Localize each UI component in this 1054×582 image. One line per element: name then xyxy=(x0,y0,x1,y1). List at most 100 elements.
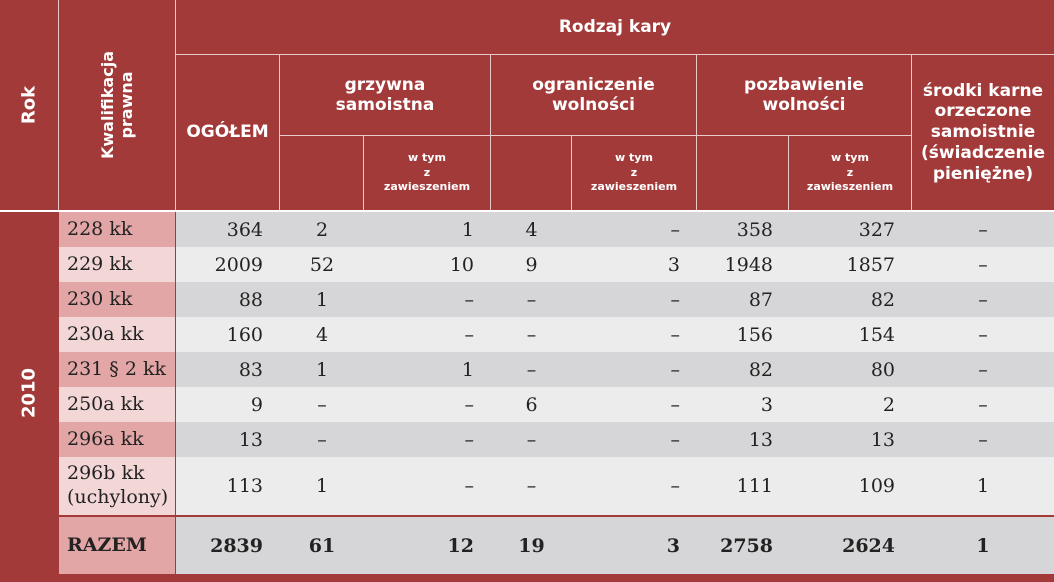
header-grzywna: grzywna samoistna xyxy=(280,55,490,135)
cell-ogr-value: 9 xyxy=(525,253,538,276)
cell-ogolem-value: 2009 xyxy=(214,253,263,276)
cell-poz-z: 1857 xyxy=(789,247,911,282)
wtym-line2: z xyxy=(423,165,431,179)
cell-ogr-z-value: – xyxy=(670,323,681,346)
cell-grz: 2 xyxy=(280,212,364,247)
cell-poz-value: 87 xyxy=(748,288,773,311)
wtym-line3: zawieszeniem xyxy=(590,180,678,194)
header-ograniczenie-wtym: w tym z zawieszeniem xyxy=(572,136,696,210)
cell-grz-value: – xyxy=(317,393,327,416)
header-pozbawienie: pozbawienie wolności xyxy=(697,55,911,135)
row-label-line1: 250a kk xyxy=(67,392,144,415)
cell-grz-z-value: 10 xyxy=(449,253,474,276)
row-label-text: 231 § 2 kk xyxy=(67,358,166,382)
wtym-line1: w tym xyxy=(831,150,869,164)
cell-ogr-z: 3 xyxy=(572,247,696,282)
cell-ogr: 4 xyxy=(491,212,572,247)
table-row: 250a kk 9 – – 6 – 3 2 – xyxy=(0,387,1054,422)
header-rodzaj-kary-label: Rodzaj kary xyxy=(558,16,672,37)
row-label: 296a kk xyxy=(59,422,175,457)
cell-ogolem: 2009 xyxy=(176,247,279,282)
cell-ogr-z-value: – xyxy=(670,428,681,451)
row-background xyxy=(176,352,1054,387)
cell-poz-z-value: 1857 xyxy=(846,253,895,276)
header-grzywna-wtym: w tym z zawieszeniem xyxy=(364,136,490,210)
cell-grz-z: 1 xyxy=(364,212,490,247)
cell-ogr-z-value: 3 xyxy=(666,534,680,557)
cell-ogolem-value: 2839 xyxy=(210,534,263,557)
header-kwalifikacja: Kwalifikacja prawna xyxy=(59,0,175,210)
cell-ogr-z: – xyxy=(572,352,696,387)
row-label-text: 230 kk xyxy=(67,288,132,312)
cell-srodki: – xyxy=(912,282,1054,317)
wtym-line2: z xyxy=(846,165,854,179)
table-total-row: RAZEM 2839 61 12 19 3 2758 2624 1 xyxy=(0,517,1054,574)
cell-poz-z: 109 xyxy=(789,457,911,515)
cell-ogolem: 83 xyxy=(176,352,279,387)
header-srodki-line2: orzeczone xyxy=(934,101,1032,122)
header-rok-label: Rok xyxy=(18,85,40,125)
row-background xyxy=(176,517,1054,574)
cell-srodki-value: 1 xyxy=(976,534,990,557)
cell-grz: 1 xyxy=(280,352,364,387)
cell-ogolem-value: 113 xyxy=(226,475,263,497)
cell-ogolem: 88 xyxy=(176,282,279,317)
cell-poz-z: 327 xyxy=(789,212,911,247)
cell-grz-z: – xyxy=(364,457,490,515)
cell-ogr: – xyxy=(491,282,572,317)
cell-ogr-value: 6 xyxy=(525,393,538,416)
cell-ogr-z: – xyxy=(572,457,696,515)
cell-poz-z: 82 xyxy=(789,282,911,317)
header-ogolem: OGÓŁEM xyxy=(176,55,279,210)
wtym-line1: w tym xyxy=(408,150,446,164)
cell-poz-value: 2758 xyxy=(720,534,773,557)
cell-grz-z: 1 xyxy=(364,352,490,387)
row-background xyxy=(176,457,1054,515)
cell-poz: 1948 xyxy=(697,247,789,282)
cell-poz-value: 82 xyxy=(748,358,773,381)
cell-grz-z-value: 1 xyxy=(461,218,474,241)
cell-ogr-z-value: – xyxy=(670,218,681,241)
cell-grz-value: 4 xyxy=(315,323,329,346)
row-label: RAZEM xyxy=(59,517,175,574)
cell-ogr-z-value: – xyxy=(670,288,681,311)
cell-poz-z: 2 xyxy=(789,387,911,422)
cell-ogr: – xyxy=(491,317,572,352)
cell-ogolem-value: 88 xyxy=(238,288,263,311)
header-ograniczenie-line2: wolności xyxy=(551,95,635,115)
row-background xyxy=(176,317,1054,352)
row-label: 229 kk xyxy=(59,247,175,282)
row-label-line1: RAZEM xyxy=(67,533,147,556)
cell-ogolem: 113 xyxy=(176,457,279,515)
divider xyxy=(490,135,696,136)
cell-ogr-value: – xyxy=(526,428,537,451)
header-grzywna-line2: samoistna xyxy=(335,95,435,115)
cell-srodki: – xyxy=(912,422,1054,457)
cell-srodki-value: – xyxy=(978,218,988,241)
header-grzywna-line1: grzywna xyxy=(344,74,426,95)
cell-grz-z-value: – xyxy=(464,428,475,451)
cell-grz-z: – xyxy=(364,422,490,457)
row-label: 228 kk xyxy=(59,212,175,247)
divider xyxy=(279,135,490,136)
cell-poz-z-value: 80 xyxy=(870,358,895,381)
cell-srodki: – xyxy=(912,212,1054,247)
cell-poz-z-value: 327 xyxy=(858,218,895,241)
row-label-line1: 230a kk xyxy=(67,322,144,345)
table-row: 228 kk 364 2 1 4 – 358 327 – xyxy=(0,212,1054,247)
cell-poz: 87 xyxy=(697,282,789,317)
row-label-text: 250a kk xyxy=(67,393,144,417)
cell-grz-value: 1 xyxy=(315,358,329,381)
row-label: 296b kk (uchylony) xyxy=(59,457,175,515)
cell-poz-z: 13 xyxy=(789,422,911,457)
cell-srodki-value: – xyxy=(978,358,988,381)
table-row: 229 kk 2009 52 10 9 3 1948 1857 – xyxy=(0,247,1054,282)
header-pozbawienie-line2: wolności xyxy=(762,95,846,115)
cell-ogr-z: 3 xyxy=(572,517,696,574)
cell-grz-z: – xyxy=(364,317,490,352)
cell-srodki: 1 xyxy=(912,457,1054,515)
cell-ogr-value: – xyxy=(526,475,537,497)
cell-ogolem-value: 83 xyxy=(238,358,263,381)
cell-srodki-value: – xyxy=(978,323,988,346)
